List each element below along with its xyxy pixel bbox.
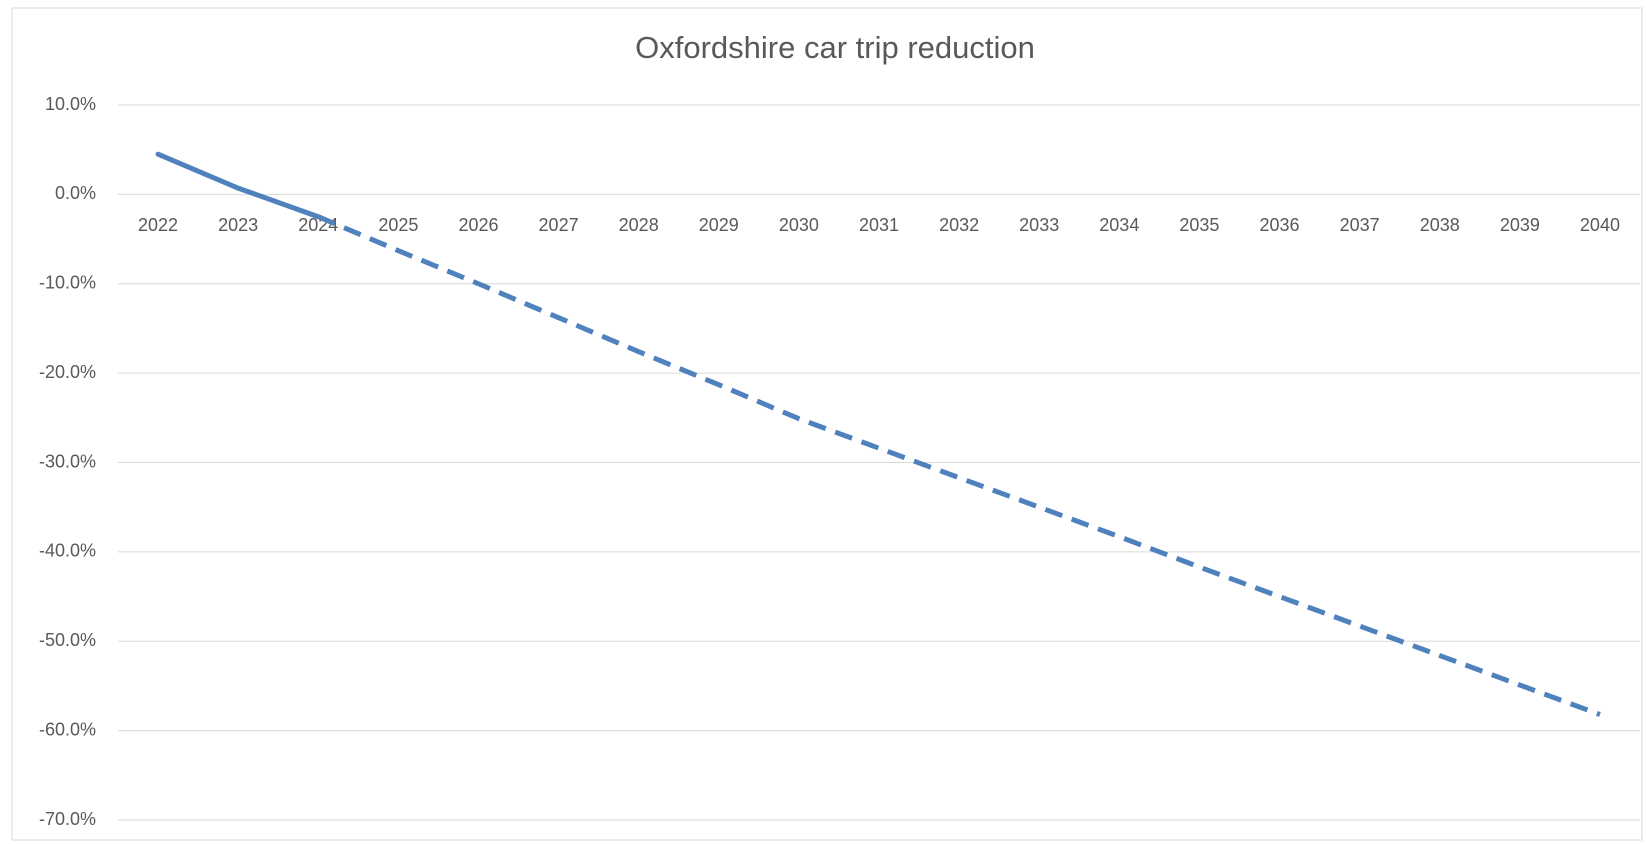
- y-tick-label: -20.0%: [39, 362, 96, 382]
- y-tick-label: -30.0%: [39, 451, 96, 471]
- data-line: [155, 151, 321, 220]
- y-tick-label: -70.0%: [39, 809, 96, 829]
- y-tick-label: -50.0%: [39, 630, 96, 650]
- x-tick-label: 2034: [1099, 215, 1139, 235]
- x-tick-label: 2022: [138, 215, 178, 235]
- x-tick-label: 2028: [619, 215, 659, 235]
- x-tick-label: 2025: [378, 215, 418, 235]
- x-tick-label: 2030: [779, 215, 819, 235]
- y-tick-label: 0.0%: [55, 183, 96, 203]
- x-tick-label: 2035: [1179, 215, 1219, 235]
- y-tick-label: 10.0%: [45, 94, 96, 114]
- x-tick-label: 2032: [939, 215, 979, 235]
- x-tick-label: 2038: [1420, 215, 1460, 235]
- y-tick-label: -60.0%: [39, 719, 96, 739]
- x-tick-label: 2029: [699, 215, 739, 235]
- x-tick-label: 2033: [1019, 215, 1059, 235]
- x-tick-label: 2037: [1340, 215, 1380, 235]
- y-tick-label: -40.0%: [39, 541, 96, 561]
- x-tick-label: 2027: [539, 215, 579, 235]
- chart-frame: [11, 7, 1643, 841]
- y-tick-label: -10.0%: [39, 273, 96, 293]
- x-tick-label: 2031: [859, 215, 899, 235]
- x-tick-label: 2039: [1500, 215, 1540, 235]
- x-tick-label: 2023: [218, 215, 258, 235]
- x-tick-label: 2026: [458, 215, 498, 235]
- x-tick-label: 2040: [1580, 215, 1620, 235]
- data-line: [317, 214, 1601, 717]
- x-tick-label: 2036: [1260, 215, 1300, 235]
- chart-title: Oxfordshire car trip reduction: [635, 30, 1035, 65]
